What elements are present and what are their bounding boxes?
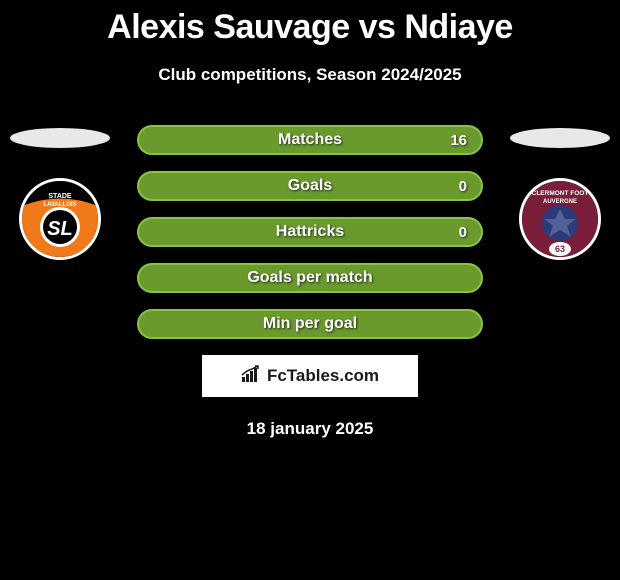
stat-label: Matches (278, 131, 342, 149)
right-team-badge: CLERMONT FOOT AUVERGNE 63 (519, 178, 601, 260)
stat-value-right: 0 (459, 224, 467, 241)
left-team-block: STADE LAVALLOIS SL (10, 128, 110, 268)
left-team-badge: STADE LAVALLOIS SL (19, 178, 101, 260)
left-ellipse (10, 128, 110, 148)
stat-value-right: 0 (459, 178, 467, 195)
stat-label: Goals (288, 177, 332, 195)
comparison-title: Alexis Sauvage vs Ndiaye (0, 0, 620, 47)
stat-row: Goals per match (137, 263, 483, 293)
svg-text:SL: SL (47, 218, 73, 240)
stat-value-right: 16 (450, 132, 467, 149)
comparison-date: 18 january 2025 (0, 419, 620, 439)
svg-text:AUVERGNE: AUVERGNE (543, 199, 577, 205)
stat-row: Matches 16 (137, 125, 483, 155)
stat-row: Min per goal (137, 309, 483, 339)
svg-text:63: 63 (555, 244, 565, 254)
stat-row: Goals 0 (137, 171, 483, 201)
comparison-subtitle: Club competitions, Season 2024/2025 (0, 65, 620, 85)
stat-label: Goals per match (247, 269, 372, 287)
stat-label: Min per goal (263, 315, 357, 333)
right-team-block: CLERMONT FOOT AUVERGNE 63 (510, 128, 610, 268)
brand-attribution[interactable]: FcTables.com (202, 355, 418, 397)
stade-lavallois-logo: STADE LAVALLOIS SL (22, 181, 98, 257)
stat-row: Hattricks 0 (137, 217, 483, 247)
chart-icon (241, 365, 263, 388)
comparison-card: Alexis Sauvage vs Ndiaye Club competitio… (0, 0, 620, 439)
right-ellipse (510, 128, 610, 148)
brand-text: FcTables.com (267, 366, 379, 386)
svg-text:CLERMONT FOOT: CLERMONT FOOT (532, 190, 589, 197)
stat-label: Hattricks (276, 223, 344, 241)
clermont-foot-logo: CLERMONT FOOT AUVERGNE 63 (522, 181, 598, 257)
svg-text:STADE: STADE (48, 193, 72, 200)
